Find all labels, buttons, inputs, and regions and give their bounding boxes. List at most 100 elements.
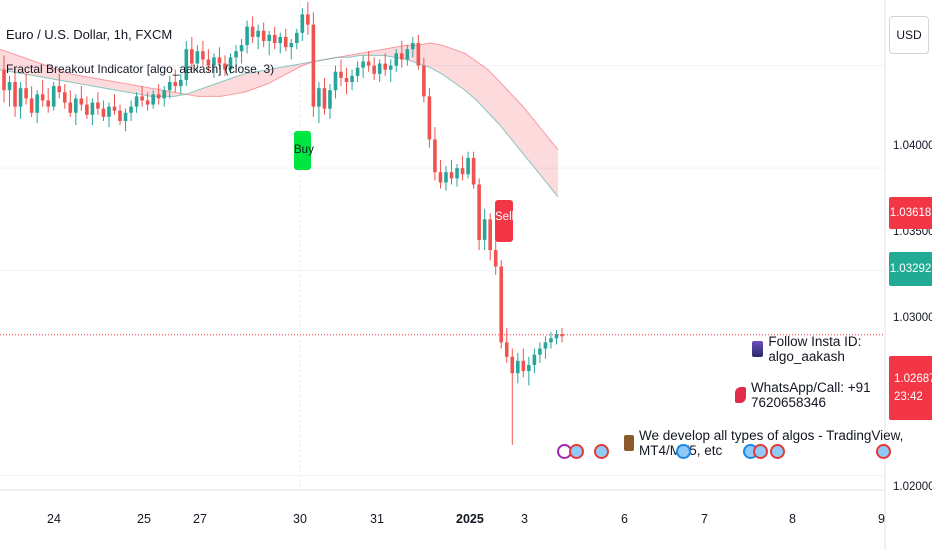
flag-event-icon[interactable]: [753, 444, 768, 459]
candle-body: [328, 90, 332, 109]
chart-grid: [0, 65, 885, 477]
candle-body: [466, 157, 470, 175]
date-label-7: 7: [701, 512, 708, 526]
candle-body: [228, 57, 233, 70]
candle-body: [190, 49, 194, 64]
candle-body: [118, 110, 122, 121]
symbol-title[interactable]: Euro / U.S. Dollar, 1h, FXCM: [6, 27, 173, 42]
candle-body: [79, 98, 84, 105]
candle-body: [201, 51, 205, 60]
candle-body: [405, 49, 410, 60]
candle-body: [18, 88, 23, 107]
note-insta: Follow Insta ID: algo_aakash: [752, 334, 932, 364]
chart-background: [0, 0, 885, 490]
sell-signal[interactable]: Sell: [495, 200, 514, 242]
candle-body: [134, 96, 139, 107]
candle-body: [388, 65, 393, 70]
candle-body: [40, 94, 45, 101]
candle-body: [245, 26, 249, 46]
candle-body: [2, 69, 6, 91]
candle-body: [527, 364, 531, 372]
note-whatsapp: WhatsApp/Call: +91 7620658346: [735, 380, 932, 410]
candle-body: [510, 356, 515, 374]
phone-icon: [752, 341, 764, 357]
price-label-1: 1.04000: [893, 140, 932, 152]
price-tag-lower: 1.03292: [889, 252, 932, 286]
candle-body: [366, 61, 371, 66]
candle-body: [162, 90, 167, 99]
candle-body: [460, 168, 465, 175]
eu-event-icon[interactable]: [676, 444, 691, 459]
candle-body: [140, 96, 144, 101]
date-label-8: 8: [789, 512, 796, 526]
price-label-4: 1.02000: [893, 481, 932, 493]
candle-body: [112, 106, 117, 111]
telephone-icon: [735, 387, 746, 403]
candle-body: [394, 53, 399, 66]
candle-body: [306, 14, 310, 25]
clipboard-icon: [624, 435, 634, 451]
candle-body: [250, 26, 255, 37]
candle-body: [477, 184, 481, 240]
candle-body: [195, 51, 200, 64]
candle-body: [295, 32, 299, 44]
candle-body: [101, 108, 106, 117]
candle-body: [29, 98, 34, 113]
candle-body: [300, 14, 305, 33]
candle-body: [549, 338, 553, 343]
candle-body: [206, 59, 211, 66]
candle-body: [383, 63, 388, 70]
candle-body: [339, 71, 343, 78]
candle-body: [444, 172, 448, 183]
price-label-3: 1.03000: [893, 312, 932, 324]
flag-event-icon[interactable]: [770, 444, 785, 459]
candle-body: [7, 82, 12, 91]
flag-event-icon[interactable]: [569, 444, 584, 459]
candle-body: [173, 82, 178, 87]
candle-body: [482, 219, 487, 240]
buy-signal[interactable]: Buy: [294, 131, 314, 170]
candle-body: [333, 71, 338, 91]
candle-body: [488, 219, 492, 251]
candle-body: [35, 94, 39, 113]
date-label-31: 31: [370, 512, 384, 526]
candle-body: [145, 100, 150, 105]
candle-body: [184, 49, 189, 80]
candle-body: [85, 104, 89, 115]
candle-body: [272, 34, 277, 44]
candle-body: [504, 342, 509, 357]
candle-body: [399, 53, 404, 60]
current-price-value: 1.02687: [894, 373, 932, 385]
ema-band-fill: [0, 43, 558, 197]
candle-body: [433, 139, 437, 173]
candle-body: [96, 102, 100, 109]
price-label-2: 1.03500: [893, 226, 932, 238]
candle-body: [499, 266, 504, 343]
date-label-2025: 2025: [456, 512, 484, 526]
candle-body: [322, 88, 327, 109]
candles: [2, 2, 564, 445]
currency-button[interactable]: USD: [889, 16, 929, 54]
date-label-30: 30: [293, 512, 307, 526]
candle-body: [427, 96, 432, 140]
note-whatsapp-text: WhatsApp/Call: +91 7620658346: [750, 380, 871, 410]
candle-body: [543, 342, 548, 349]
candle-body: [438, 172, 443, 183]
candle-body: [178, 79, 183, 87]
candle-body: [90, 102, 95, 115]
price-tag-upper: 1.03618: [889, 197, 932, 229]
price-tag-current: 1.02687 23:42: [889, 356, 932, 420]
bar-countdown: 23:42: [894, 391, 923, 403]
candle-body: [68, 102, 73, 113]
candle-body: [455, 168, 459, 179]
candle-body: [256, 30, 260, 37]
flag-event-icon[interactable]: [876, 444, 891, 459]
candle-body: [283, 36, 288, 48]
indicator-title[interactable]: Fractal Breakout Indicator [algo_aakash]…: [6, 62, 275, 76]
candle-body: [538, 348, 542, 355]
candle-body: [261, 30, 266, 42]
candle-body: [234, 51, 238, 58]
flag-event-icon[interactable]: [594, 444, 609, 459]
candle-body: [516, 360, 520, 374]
